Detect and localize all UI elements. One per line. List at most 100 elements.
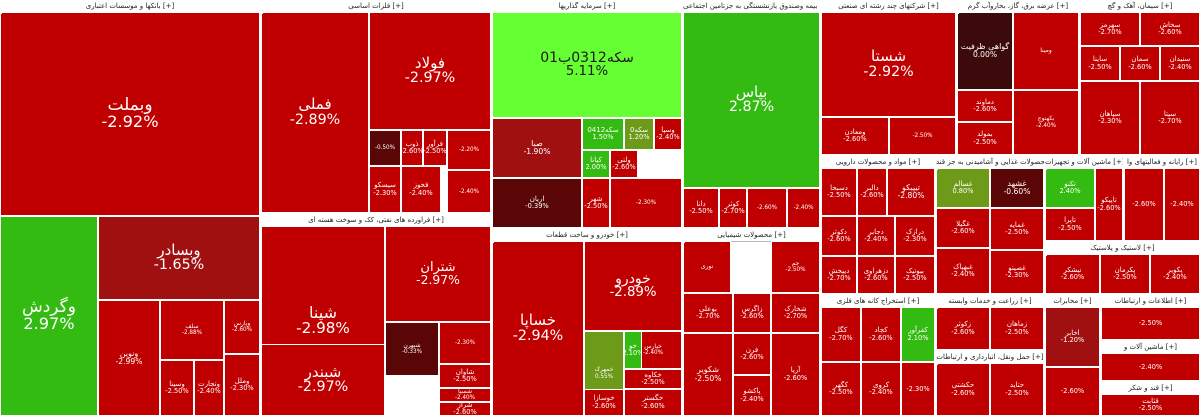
stock-tile[interactable]: سکه0312ب01 5.11%	[492, 12, 682, 118]
stock-tile[interactable]: شتران -2.97%	[385, 226, 491, 322]
stock-tile[interactable]: غصینو -2.30%	[990, 250, 1044, 294]
stock-tile[interactable]: دجابر -2.40%	[857, 216, 895, 256]
stock-tile[interactable]: -2.60%	[747, 188, 787, 228]
stock-tile[interactable]: -2.50%	[0, 12, 2, 14]
stock-tile[interactable]: شهر -2.50%	[582, 178, 610, 228]
stock-tile[interactable]: بوعلی -2.70%	[683, 293, 733, 333]
stock-tile[interactable]: بپاس 2.87%	[683, 12, 820, 188]
stock-tile[interactable]: خساپا -2.94%	[492, 241, 584, 416]
stock-tile[interactable]: -2.40%	[447, 170, 491, 213]
stock-tile[interactable]: 2.00%	[1045, 168, 1047, 170]
stock-tile[interactable]: غبهپاک -2.40%	[936, 248, 990, 294]
stock-tile[interactable]: کوثر -2.70%	[719, 188, 747, 228]
stock-tile[interactable]: -2.40%	[787, 188, 820, 228]
stock-tile[interactable]: فولاد -2.97%	[369, 12, 491, 130]
stock-tile[interactable]: بکهنوج -2.40%	[1013, 90, 1079, 155]
stock-tile[interactable]: اخابر -1.20%	[1045, 307, 1100, 367]
stock-tile[interactable]: دانا -2.50%	[683, 188, 719, 228]
stock-tile[interactable]: شکویر -2.50%	[683, 333, 733, 416]
stock-tile[interactable]: شبهرن -0.33%	[385, 322, 439, 376]
stock-tile[interactable]: کگهر -2.50%	[821, 362, 861, 416]
stock-tile[interactable]: سکه0 1.20%	[624, 118, 654, 150]
stock-tile[interactable]: ذوب -2.60%	[401, 130, 423, 166]
stock-tile[interactable]: خو2.10%	[624, 331, 642, 369]
stock-tile[interactable]: غکورش-2.70%	[936, 168, 938, 170]
stock-tile[interactable]: ونوین -2.99%	[98, 300, 160, 416]
stock-tile[interactable]: پاکشو -2.40%	[733, 375, 771, 416]
stock-tile[interactable]: وتجارت -2.40%	[194, 360, 224, 416]
stock-tile[interactable]: پارتا-2.30%	[1045, 254, 1047, 256]
stock-tile[interactable]: -2.50%	[1101, 307, 1200, 340]
stock-tile[interactable]: -2.40%	[1164, 168, 1200, 241]
stock-tile[interactable]: شراز -2.60%	[439, 402, 491, 416]
stock-tile[interactable]: -2.30%	[610, 178, 682, 228]
stock-tile[interactable]: تکنو 2.40%	[1045, 168, 1095, 208]
stock-tile[interactable]: فرن -2.60%	[733, 333, 771, 375]
stock-tile[interactable]: جم -2.50%	[771, 241, 820, 293]
stock-tile[interactable]: -2.20%	[447, 130, 491, 170]
stock-tile[interactable]: کچاد -2.60%	[861, 307, 901, 362]
stock-tile[interactable]: -2.50%	[889, 117, 956, 155]
stock-tile[interactable]: سپاهان -2.30%	[1080, 81, 1140, 155]
stock-tile[interactable]: دسبحا -2.50%	[821, 168, 857, 216]
stock-tile[interactable]: ارفع-2.60%	[261, 12, 263, 14]
stock-tile[interactable]: شسپا -2.40%	[439, 388, 491, 402]
stock-tile[interactable]: حتاید -2.50%	[990, 363, 1044, 416]
stock-tile[interactable]: اریان -0.39%	[492, 178, 582, 228]
stock-tile[interactable]: تاپیکو -2.60%	[1095, 168, 1123, 241]
stock-tile[interactable]: سیتا -2.70%	[1140, 81, 1200, 155]
stock-tile[interactable]: زاگرس -2.60%	[733, 293, 771, 333]
stock-tile[interactable]: کروی -2.40%	[861, 362, 901, 416]
stock-tile[interactable]: پکویر -2.40%	[1150, 254, 1200, 294]
stock-tile[interactable]: نیشکر -2.60%	[1045, 254, 1100, 294]
stock-tile[interactable]: بیوتیک -2.50%	[895, 256, 935, 294]
stock-tile[interactable]: -2.30%	[901, 362, 935, 416]
stock-tile[interactable]: دزهراوی -2.60%	[857, 256, 895, 294]
stock-tile[interactable]: پارس-2.30%	[683, 241, 685, 243]
stock-tile[interactable]: غگیلا -2.60%	[936, 208, 990, 248]
stock-tile[interactable]: سیسکو -2.30%	[369, 166, 401, 213]
stock-tile[interactable]: -2.30%	[957, 12, 959, 14]
stock-tile[interactable]: سلف -2.88%	[160, 300, 224, 360]
stock-tile[interactable]: سخاش -2.60%	[1140, 12, 1200, 46]
stock-tile[interactable]: وبملت -2.92%	[0, 12, 260, 216]
stock-tile[interactable]: غسالم 0.80%	[936, 168, 990, 208]
stock-tile[interactable]: گواهی ظرفیت 0.00%	[957, 12, 1013, 90]
stock-tile[interactable]: خگستر -2.60%	[624, 389, 682, 416]
stock-tile[interactable]: -2.30%	[439, 322, 491, 364]
stock-tile[interactable]: صبا -1.90%	[492, 118, 582, 178]
stock-tile[interactable]: فخوز -2.40%	[401, 166, 441, 213]
stock-tile[interactable]: شاوان -2.50%	[439, 364, 491, 388]
stock-tile[interactable]: نوری	[683, 241, 731, 293]
stock-tile[interactable]: وسینا -2.50%	[160, 360, 194, 416]
stock-tile[interactable]: درازک -2.30%	[895, 216, 935, 256]
stock-tile[interactable]: -2.40%	[1101, 353, 1200, 381]
stock-tile[interactable]: سمان -2.60%	[1120, 46, 1160, 81]
stock-tile[interactable]: سکه0412 1.50%	[582, 118, 624, 150]
stock-tile[interactable]: قثابت -2.50%	[1101, 394, 1200, 416]
stock-tile[interactable]: -2.60%	[1045, 367, 1100, 416]
stock-tile[interactable]: -0.50%	[369, 130, 401, 166]
stock-tile[interactable]: وگردش 2.97%	[0, 216, 98, 416]
sector-header[interactable]: محصولات شیمیایی [+]	[683, 229, 820, 242]
stock-tile[interactable]: دالبر -2.60%	[857, 168, 887, 216]
stock-tile[interactable]: شبندر -2.97%	[261, 344, 385, 416]
stock-tile[interactable]: شستا -2.92%	[821, 12, 956, 117]
stock-tile[interactable]: زفجر-2.30%	[936, 307, 938, 309]
stock-tile[interactable]: وسپا -2.40%	[654, 118, 682, 150]
stock-tile[interactable]: زکوثر -2.60%	[936, 307, 990, 350]
stock-tile[interactable]: پکرمان -2.50%	[1100, 254, 1150, 294]
stock-tile[interactable]: زماهان -2.50%	[990, 307, 1044, 350]
stock-tile[interactable]: کیانا 2.00%	[582, 150, 610, 178]
stock-tile[interactable]: دیپخش -2.70%	[821, 256, 857, 294]
stock-tile[interactable]: سنیدان -2.40%	[1160, 46, 1200, 81]
stock-tile[interactable]: وبسادر -1.65%	[98, 216, 260, 300]
stock-tile[interactable]: کفرآور 2.10%	[901, 307, 935, 362]
stock-tile[interactable]: تیپیکو -2.80%	[887, 168, 935, 216]
stock-tile[interactable]: شخارک -2.70%	[771, 293, 820, 333]
stock-tile[interactable]: بمولد -2.50%	[957, 122, 1013, 155]
stock-tile[interactable]: حکشتی -2.60%	[936, 363, 990, 416]
stock-tile[interactable]: آریا -2.60%	[771, 333, 820, 416]
stock-tile[interactable]: وملل -2.30%	[224, 354, 260, 416]
stock-tile[interactable]: ومینا	[1013, 12, 1079, 90]
